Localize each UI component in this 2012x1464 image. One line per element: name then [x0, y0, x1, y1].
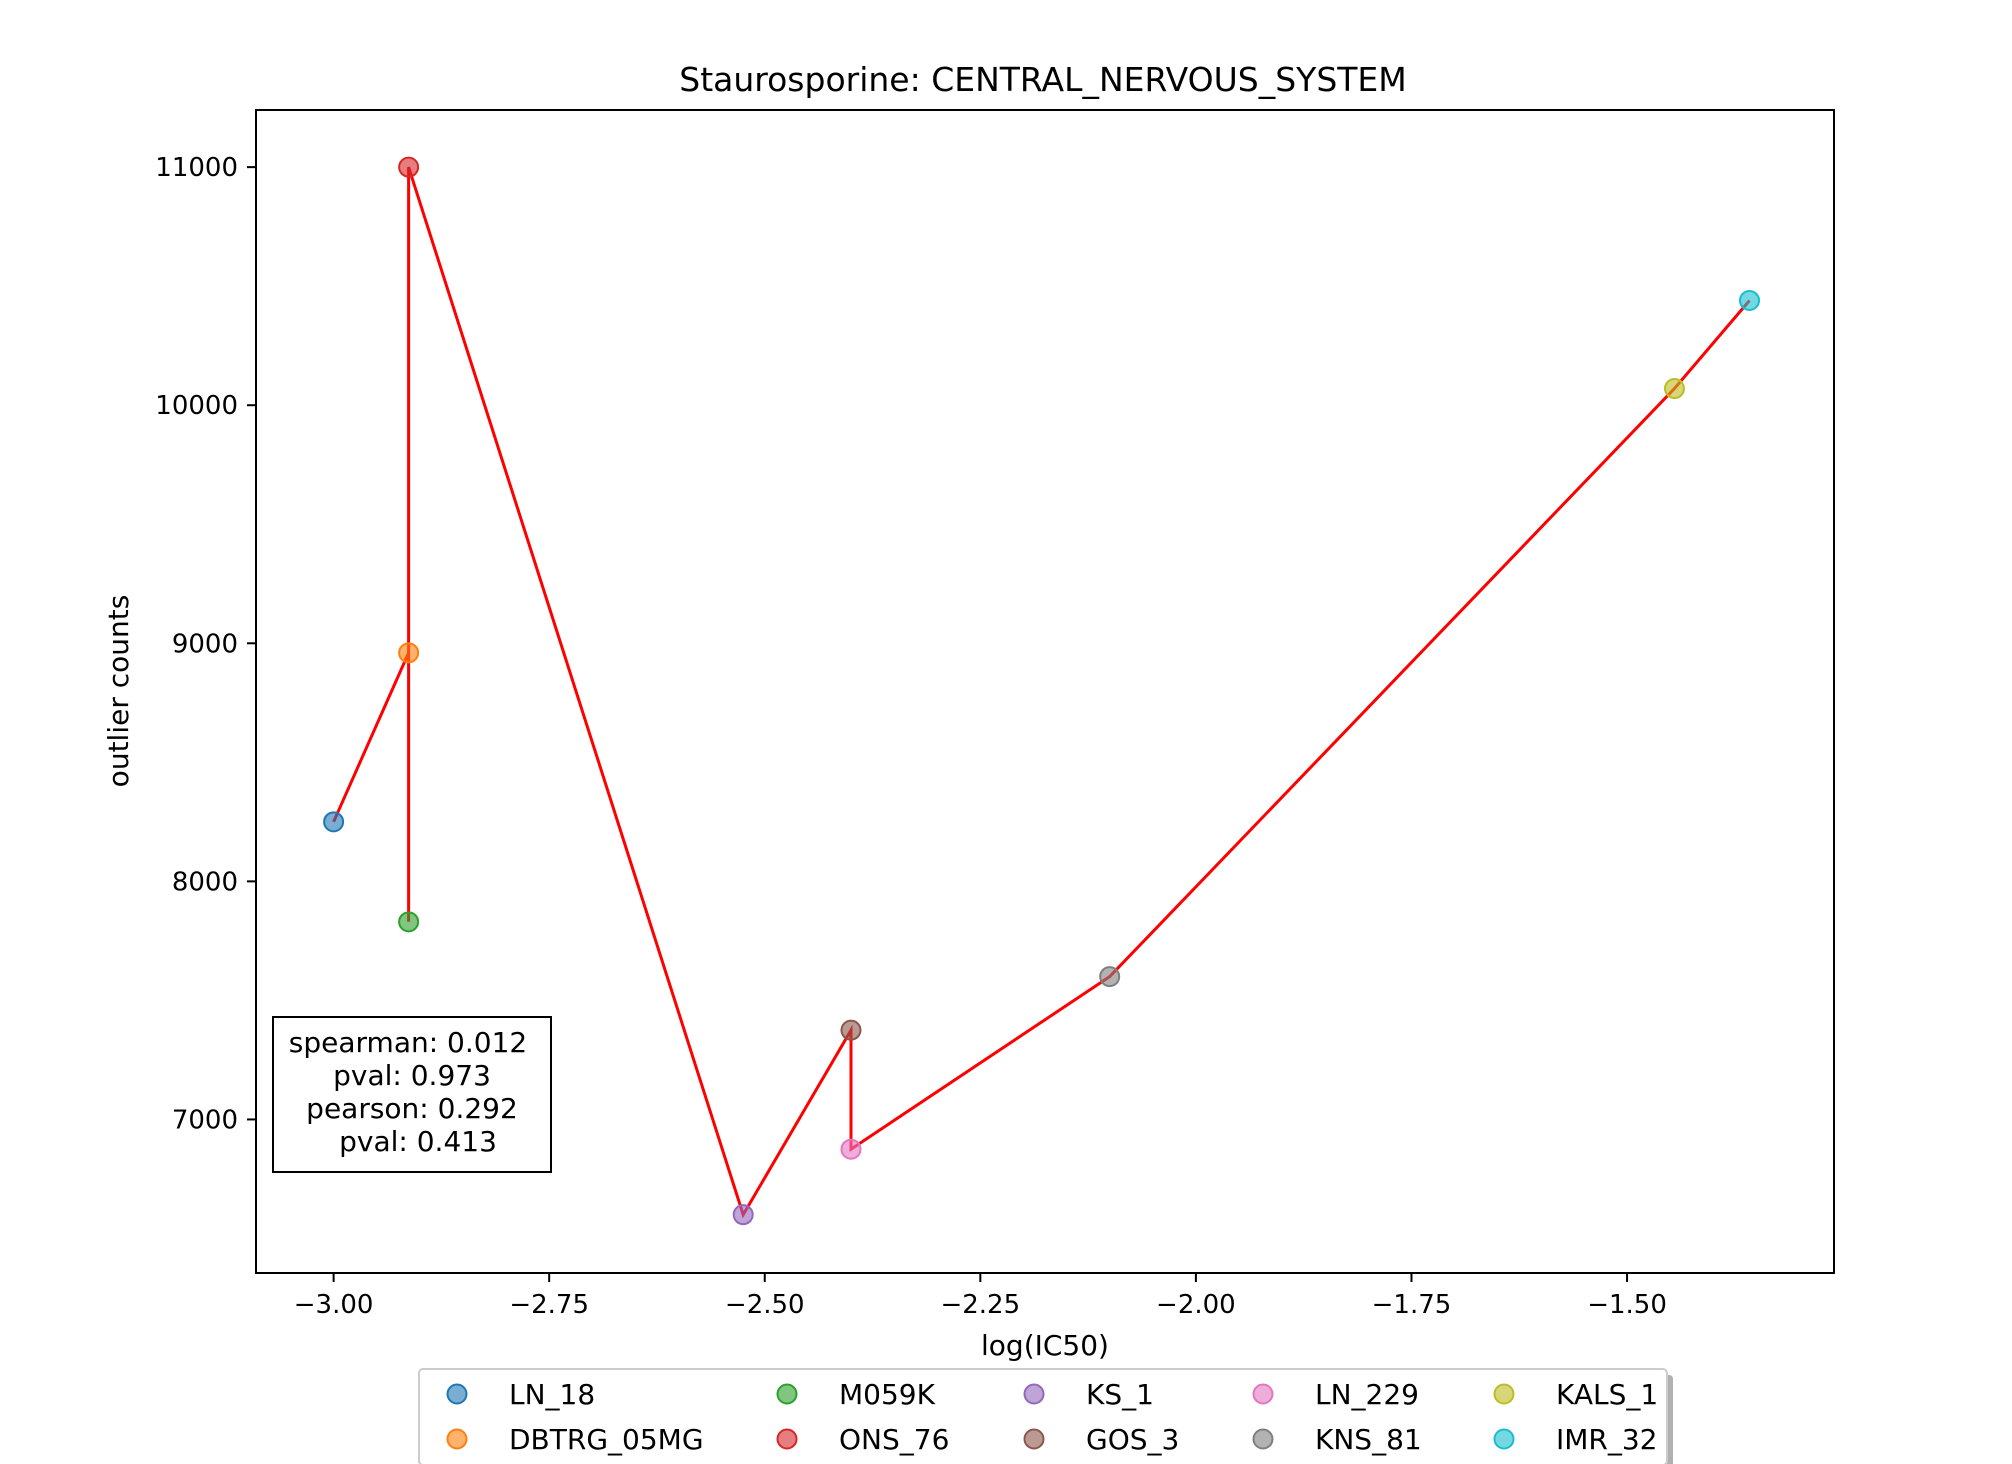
data-point-ln-18 [323, 811, 345, 833]
stats-spearman: spearman: 0.012 [289, 1026, 527, 1059]
x-tick-label: −2.00 [1156, 1290, 1236, 1320]
legend-label-ln-229: LN_229 [1315, 1378, 1419, 1411]
trend-line-layer [332, 166, 1751, 1219]
legend-label-dbtrg-05mg: DBTRG_05MG [509, 1423, 704, 1456]
axis-ticks: −3.00 −2.75 −2.50 −2.25 −2.00 −1.75 −1.50 7000 8… [155, 153, 1667, 1320]
data-point-gos-3 [840, 1019, 862, 1041]
x-tick-label: −2.25 [940, 1290, 1020, 1320]
y-tick-label: 7000 [172, 1105, 238, 1135]
data-point-kns-81 [1099, 966, 1121, 988]
data-point-ons-76 [398, 156, 420, 178]
legend-marker-kals-1 [1493, 1383, 1515, 1405]
legend-frame [418, 1368, 1668, 1464]
legend-label-m059k: M059K [839, 1378, 936, 1411]
legend-label-kns-81: KNS_81 [1315, 1423, 1422, 1456]
stats-box-frame [272, 1016, 552, 1173]
x-tick-label: −1.50 [1587, 1290, 1667, 1320]
y-tick-label: 8000 [172, 867, 238, 897]
legend-items: LN_18 DBTRG_05MG M059K ONS_76 KS_1 GOS_3 LN_22… [446, 1378, 1658, 1456]
data-point-kals-1 [1663, 378, 1685, 400]
x-tick-label: −2.75 [509, 1290, 589, 1320]
legend-marker-ons-76 [776, 1428, 798, 1450]
legend-marker-gos-3 [1023, 1428, 1045, 1450]
legend-label-ks-1: KS_1 [1086, 1378, 1154, 1411]
legend-marker-m059k [776, 1383, 798, 1405]
legend-label-ons-76: ONS_76 [839, 1423, 949, 1456]
x-tick-label: −1.75 [1372, 1290, 1452, 1320]
stats-pearson-pval: pval: 0.413 [339, 1125, 497, 1158]
y-tick-label: 10000 [155, 391, 238, 421]
y-axis-label: outlier counts [102, 595, 135, 788]
stats-pearson: pearson: 0.292 [306, 1092, 518, 1125]
legend-marker-kns-81 [1252, 1428, 1274, 1450]
legend-marker-ks-1 [1023, 1383, 1045, 1405]
trend-line [332, 166, 1751, 1219]
legend-label-kals-1: KALS_1 [1556, 1378, 1658, 1411]
data-point-dbtrg-05mg [398, 642, 420, 664]
data-point-ks-1 [732, 1204, 754, 1226]
legend-marker-ln-229 [1252, 1383, 1274, 1405]
legend-label-gos-3: GOS_3 [1086, 1423, 1179, 1456]
legend-marker-ln-18 [446, 1383, 468, 1405]
x-tick-label: −2.50 [725, 1290, 805, 1320]
x-tick-label: −3.00 [294, 1290, 374, 1320]
plot-frame [255, 109, 1835, 1274]
y-tick-label: 11000 [155, 153, 238, 183]
data-points [323, 156, 1760, 1226]
chart-title: Staurosporine: CENTRAL_NERVOUS_SYSTEM [679, 60, 1407, 99]
x-axis-label: log(IC50) [981, 1329, 1109, 1362]
data-point-ln-229 [840, 1138, 862, 1160]
y-tick-label: 9000 [172, 629, 238, 659]
legend-marker-dbtrg-05mg [446, 1428, 468, 1450]
legend: LN_18 DBTRG_05MG M059K ONS_76 KS_1 GOS_3 LN_22… [418, 1368, 1673, 1464]
legend-label-imr-32: IMR_32 [1556, 1423, 1658, 1456]
data-point-imr-32 [1738, 289, 1760, 311]
data-point-m059k [398, 911, 420, 933]
legend-marker-imr-32 [1493, 1428, 1515, 1450]
legend-label-ln-18: LN_18 [509, 1378, 595, 1411]
stats-spearman-pval: pval: 0.973 [333, 1059, 491, 1092]
stats-box: spearman: 0.012 pval: 0.973 pearson: 0.2… [272, 1016, 552, 1173]
